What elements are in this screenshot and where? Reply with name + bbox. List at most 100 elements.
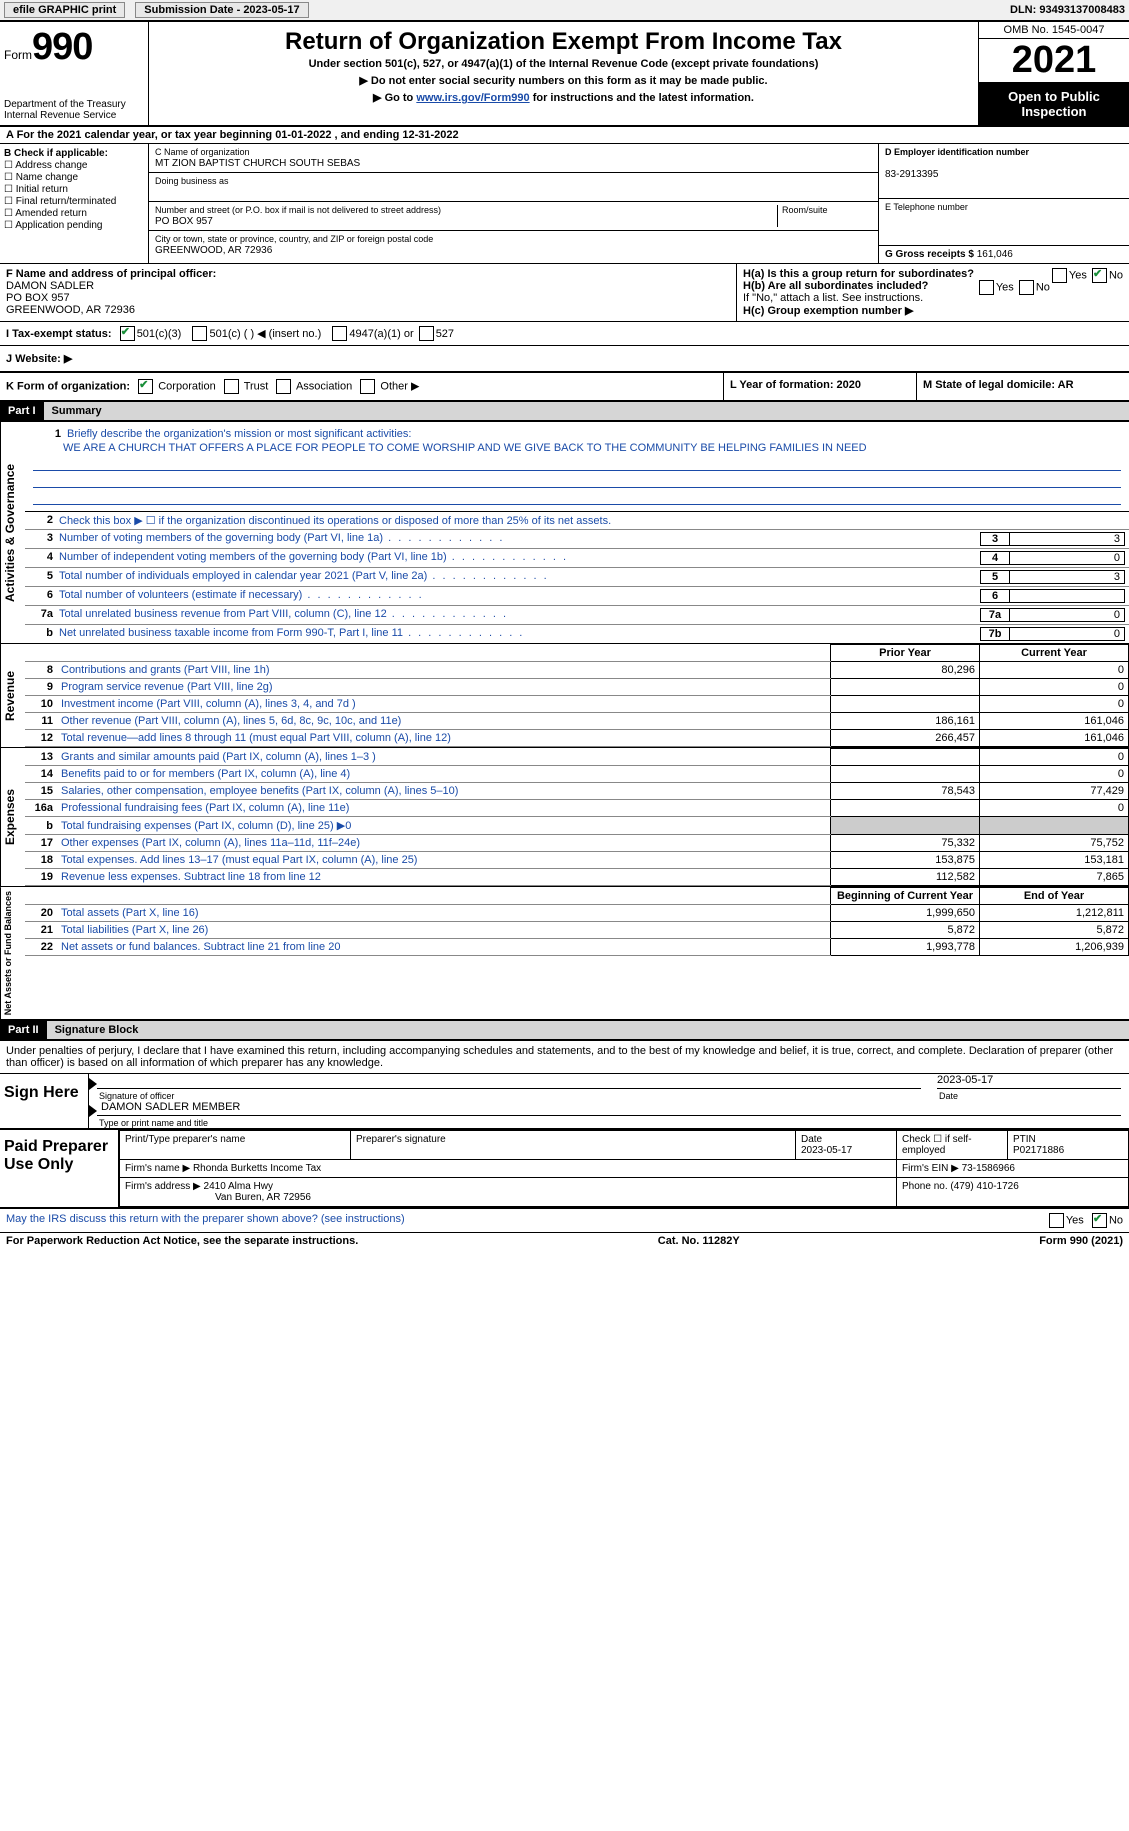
- year-formation: L Year of formation: 2020: [724, 373, 917, 400]
- mission-question: Briefly describe the organization's miss…: [67, 428, 1117, 440]
- public-inspection-badge: Open to Public Inspection: [979, 83, 1129, 125]
- officer-signature-line[interactable]: [97, 1088, 921, 1089]
- ha-no[interactable]: [1092, 268, 1107, 283]
- form-number: Form 990: [4, 26, 144, 69]
- sign-date: 2023-05-17: [937, 1074, 993, 1086]
- dba-label: Doing business as: [155, 176, 229, 186]
- line-4: Number of independent voting members of …: [59, 551, 980, 563]
- revenue-table: Prior YearCurrent Year 8Contributions an…: [25, 644, 1129, 747]
- chk-trust[interactable]: [224, 379, 239, 394]
- vert-activities: Activities & Governance: [0, 422, 25, 643]
- line-3: Number of voting members of the governin…: [59, 532, 980, 544]
- gross-receipts-value: 161,046: [977, 249, 1013, 260]
- line-7b: Net unrelated business taxable income fr…: [59, 627, 980, 639]
- entity-block: B Check if applicable: ☐ Address change …: [0, 144, 1129, 264]
- paid-preparer-block: Paid Preparer Use Only Print/Type prepar…: [0, 1130, 1129, 1209]
- expenses-section: Expenses 13Grants and similar amounts pa…: [0, 748, 1129, 887]
- discuss-row: May the IRS discuss this return with the…: [0, 1209, 1129, 1233]
- chk-other[interactable]: [360, 379, 375, 394]
- irs-link[interactable]: www.irs.gov/Form990: [416, 92, 529, 104]
- revenue-section: Revenue Prior YearCurrent Year 8Contribu…: [0, 644, 1129, 748]
- chk-address-change[interactable]: ☐ Address change: [4, 160, 144, 171]
- vert-expenses: Expenses: [0, 748, 25, 886]
- table-row: 10Investment income (Part VIII, column (…: [25, 696, 1129, 713]
- mission-text: WE ARE A CHURCH THAT OFFERS A PLACE FOR …: [33, 442, 1121, 454]
- preparer-sig-label: Preparer's signature: [351, 1131, 796, 1160]
- form-title: Return of Organization Exempt From Incom…: [157, 28, 970, 56]
- table-row: 20Total assets (Part X, line 16)1,999,65…: [25, 905, 1129, 922]
- state-domicile: M State of legal domicile: AR: [917, 373, 1129, 400]
- chk-501c[interactable]: [192, 326, 207, 341]
- submission-date: Submission Date - 2023-05-17: [135, 2, 308, 18]
- part2-header: Part II Signature Block: [0, 1021, 1129, 1041]
- hb-yes[interactable]: [979, 280, 994, 295]
- page-footer: For Paperwork Reduction Act Notice, see …: [0, 1233, 1129, 1249]
- chk-final-return[interactable]: ☐ Final return/terminated: [4, 196, 144, 207]
- table-row: 22Net assets or fund balances. Subtract …: [25, 939, 1129, 956]
- chk-527[interactable]: [419, 326, 434, 341]
- chk-amended-return[interactable]: ☐ Amended return: [4, 208, 144, 219]
- chk-501c3[interactable]: [120, 326, 135, 341]
- ha-yes[interactable]: [1052, 268, 1067, 283]
- discuss-no[interactable]: [1092, 1213, 1107, 1228]
- signature-block: Sign Here Signature of officer 2023-05-1…: [0, 1074, 1129, 1130]
- line-7a-value: 0: [1010, 608, 1125, 622]
- table-row: 8Contributions and grants (Part VIII, li…: [25, 662, 1129, 679]
- netassets-table: Beginning of Current YearEnd of Year 20T…: [25, 887, 1129, 956]
- table-row: 15Salaries, other compensation, employee…: [25, 783, 1129, 800]
- hb-note: If "No," attach a list. See instructions…: [743, 292, 1123, 304]
- firm-addr: 2410 Alma Hwy: [204, 1181, 273, 1192]
- ein-value: 83-2913395: [885, 169, 938, 180]
- hb-label: H(b) Are all subordinates included?: [743, 280, 928, 292]
- street-address: PO BOX 957: [155, 216, 213, 227]
- top-bar: efile GRAPHIC print Submission Date - 20…: [0, 0, 1129, 22]
- table-row: 11Other revenue (Part VIII, column (A), …: [25, 713, 1129, 730]
- line-5: Total number of individuals employed in …: [59, 570, 980, 582]
- chk-4947[interactable]: [332, 326, 347, 341]
- addr-label: Number and street (or P.O. box if mail i…: [155, 205, 441, 215]
- table-row: 17Other expenses (Part IX, column (A), l…: [25, 835, 1129, 852]
- chk-application-pending[interactable]: ☐ Application pending: [4, 220, 144, 231]
- col-b-checkboxes: B Check if applicable: ☐ Address change …: [0, 144, 149, 263]
- table-row: 14Benefits paid to or for members (Part …: [25, 766, 1129, 783]
- chk-corporation[interactable]: [138, 379, 153, 394]
- table-row: 21Total liabilities (Part X, line 26)5,8…: [25, 922, 1129, 939]
- part1-header: Part I Summary: [0, 402, 1129, 422]
- form-marker: Form 990 (2021): [1039, 1235, 1123, 1247]
- officer-addr2: GREENWOOD, AR 72936: [6, 304, 135, 316]
- line-2: Check this box ▶ ☐ if the organization d…: [59, 514, 1125, 527]
- chk-initial-return[interactable]: ☐ Initial return: [4, 184, 144, 195]
- efile-print-button[interactable]: efile GRAPHIC print: [4, 2, 125, 18]
- website-row: J Website: ▶: [0, 346, 1129, 373]
- tax-exempt-row: I Tax-exempt status: 501(c)(3) 501(c) ( …: [0, 322, 1129, 346]
- line-3-value: 3: [1010, 532, 1125, 546]
- officer-name: DAMON SADLER: [6, 280, 94, 292]
- gross-receipts-label: G Gross receipts $: [885, 249, 974, 260]
- line-7a: Total unrelated business revenue from Pa…: [59, 608, 980, 620]
- preparer-name-label: Print/Type preparer's name: [120, 1131, 351, 1160]
- hb-no[interactable]: [1019, 280, 1034, 295]
- officer-name-line: DAMON SADLER MEMBER: [97, 1115, 1121, 1116]
- table-row: 13Grants and similar amounts paid (Part …: [25, 749, 1129, 766]
- city-state-zip: GREENWOOD, AR 72936: [155, 245, 272, 256]
- table-row: 16aProfessional fundraising fees (Part I…: [25, 800, 1129, 817]
- room-label: Room/suite: [782, 205, 828, 215]
- form-subtitle: Under section 501(c), 527, or 4947(a)(1)…: [157, 58, 970, 70]
- ein-label: D Employer identification number: [885, 147, 1029, 157]
- preparer-date: 2023-05-17: [801, 1145, 852, 1156]
- table-row: 9Program service revenue (Part VIII, lin…: [25, 679, 1129, 696]
- chk-association[interactable]: [276, 379, 291, 394]
- chk-name-change[interactable]: ☐ Name change: [4, 172, 144, 183]
- phone-label: E Telephone number: [885, 202, 968, 212]
- self-employed-check[interactable]: Check ☐ if self-employed: [897, 1131, 1008, 1160]
- officer-addr1: PO BOX 957: [6, 292, 70, 304]
- firm-phone: (479) 410-1726: [950, 1181, 1018, 1192]
- org-name: MT ZION BAPTIST CHURCH SOUTH SEBAS: [155, 158, 360, 169]
- firm-ein: 73-1586966: [962, 1163, 1015, 1174]
- line-5-value: 3: [1010, 570, 1125, 584]
- line-6: Total number of volunteers (estimate if …: [59, 589, 980, 601]
- penalty-statement: Under penalties of perjury, I declare th…: [0, 1041, 1129, 1074]
- discuss-yes[interactable]: [1049, 1213, 1064, 1228]
- city-label: City or town, state or province, country…: [155, 234, 433, 244]
- form-org-row: K Form of organization: Corporation Trus…: [0, 373, 1129, 402]
